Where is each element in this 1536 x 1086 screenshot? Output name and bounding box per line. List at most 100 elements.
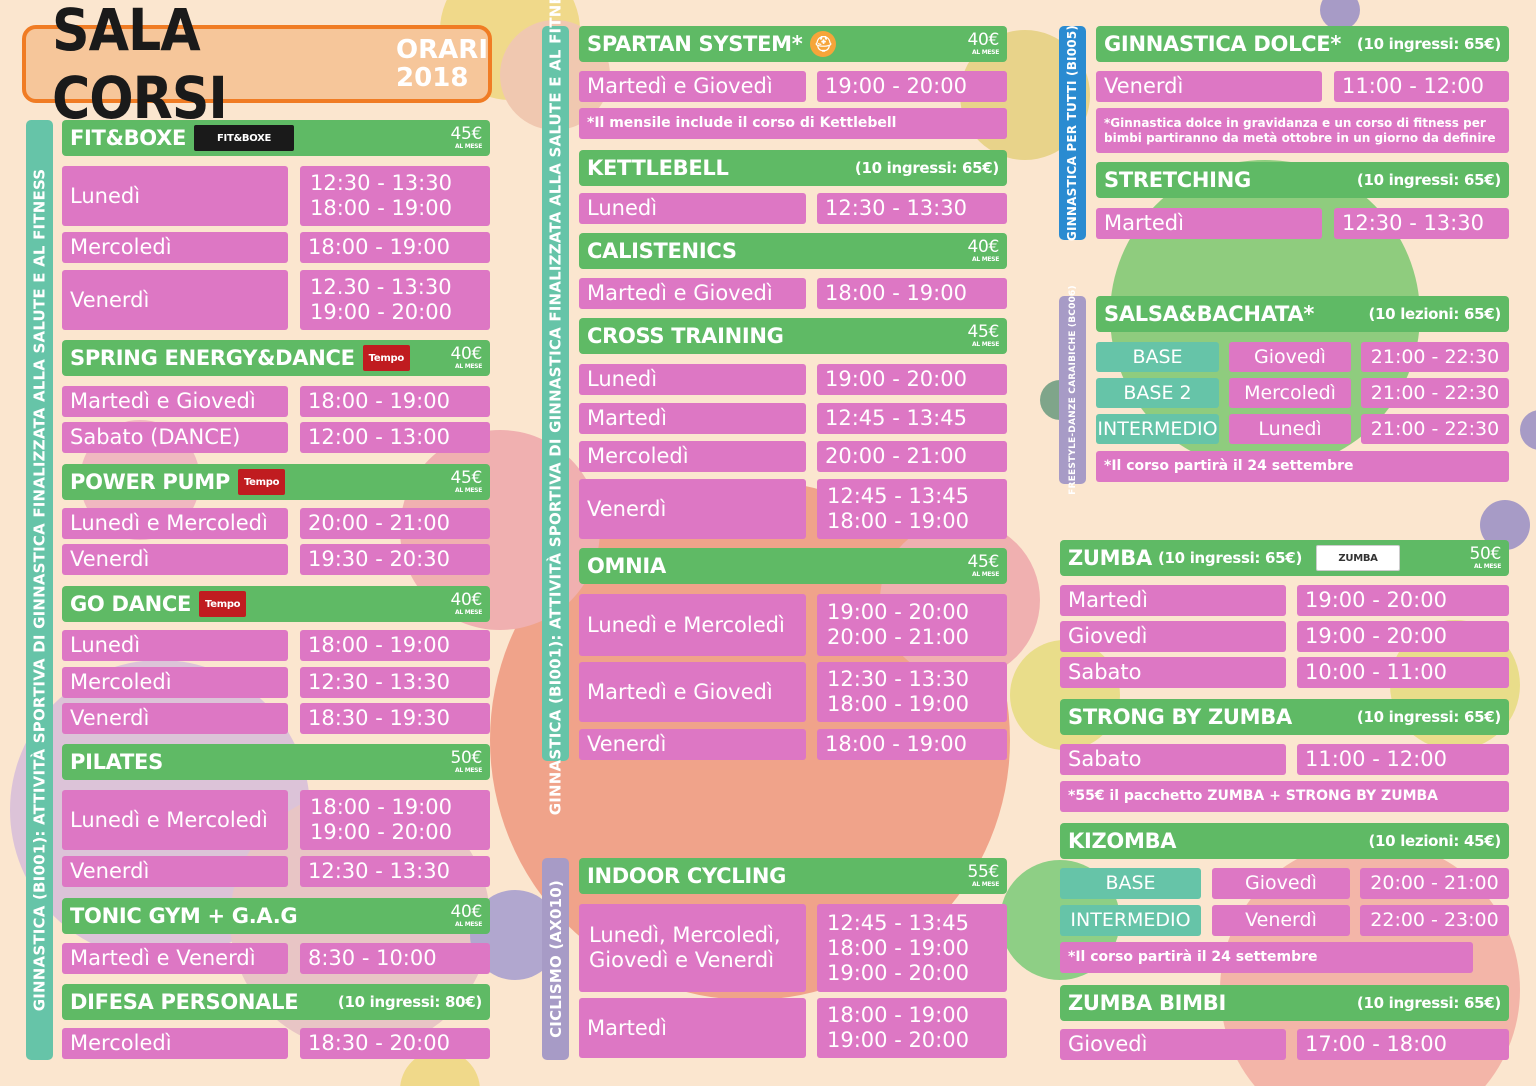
- level-cell: BASE: [1096, 342, 1219, 372]
- time-cell: 11:00 - 12:00: [1297, 744, 1509, 775]
- day-cell: Mercoledì: [62, 232, 288, 263]
- price-note: (10 ingressi: 80€): [337, 993, 482, 1011]
- course-name: STRETCHING: [1104, 168, 1251, 192]
- day-cell: Venerdì: [1096, 71, 1322, 102]
- day-cell: Venerdì: [62, 544, 288, 575]
- day-cell: Martedì: [1096, 208, 1322, 239]
- day-cell: Giovedì: [1229, 342, 1351, 372]
- fitboxe-logo: FIT&BOXE: [194, 125, 295, 151]
- side-label-col1: GINNASTICA (BI001): ATTIVITÀ SPORTIVA DI…: [26, 120, 53, 1060]
- day-cell: Lunedì, Mercoledì, Giovedì e Venerdì: [579, 904, 806, 992]
- day-cell: Lunedì: [579, 193, 806, 224]
- day-cell: Lunedì e Mercoledì: [62, 790, 288, 850]
- time-cell: 10:00 - 11:00: [1297, 657, 1509, 688]
- course-header-spring: SPRING ENERGY&DANCE Tempo 40€ AL MESE: [62, 340, 490, 376]
- time-cell: 17:00 - 18:00: [1297, 1029, 1509, 1060]
- course-header-stretching: STRETCHING (10 ingressi: 65€): [1096, 162, 1509, 198]
- course-name: POWER PUMP: [70, 470, 230, 494]
- time-cell: 22:00 - 23:00: [1360, 905, 1509, 936]
- course-name: KIZOMBA: [1068, 829, 1177, 853]
- title-year: 2018: [396, 63, 469, 93]
- time-cell: 21:00 - 22:30: [1361, 342, 1509, 372]
- time-cell: 18:00 - 19:00: [817, 729, 1007, 760]
- price-note: (10 ingressi: 65€): [1157, 549, 1303, 567]
- price-tag: 40€ AL MESE: [450, 344, 482, 370]
- day-cell: Lunedì e Mercoledì: [579, 594, 806, 656]
- time-cell: 21:00 - 22:30: [1361, 414, 1509, 444]
- course-name: SPARTAN SYSTEM*: [587, 32, 803, 56]
- day-cell: Martedì e Giovedì: [579, 71, 806, 102]
- time-cell: 18:30 - 19:30: [300, 703, 490, 734]
- day-cell: Mercoledì: [579, 441, 806, 472]
- day-cell: Venerdì: [62, 703, 288, 734]
- course-header-spartan: SPARTAN SYSTEM* ⛑ 40€ AL MESE: [579, 26, 1007, 62]
- price-note: (10 ingressi: 65€): [1356, 994, 1501, 1012]
- day-cell: Giovedì: [1060, 1029, 1286, 1060]
- tempo-logo: Tempo: [237, 469, 286, 495]
- course-name: CALISTENICS: [587, 239, 737, 263]
- day-cell: Martedì: [579, 403, 806, 434]
- bg-circle: [1520, 410, 1536, 450]
- course-header-strong-by-zumba: STRONG BY ZUMBA (10 ingressi: 65€): [1060, 699, 1509, 735]
- price-tag: 45€ AL MESE: [450, 468, 482, 494]
- time-cell: 12:45 - 13:45: [817, 403, 1007, 434]
- course-header-difesa-personale: DIFESA PERSONALE (10 ingressi: 80€): [62, 984, 490, 1020]
- course-name: INDOOR CYCLING: [587, 864, 787, 888]
- course-header-ginnastica-dolce: GINNASTICA DOLCE* (10 ingressi: 65€): [1096, 26, 1509, 62]
- spartan-helmet-icon: ⛑: [810, 31, 837, 57]
- course-name: DIFESA PERSONALE: [70, 990, 299, 1014]
- course-header-salsa-bachata: SALSA&BACHATA* (10 lezioni: 65€): [1096, 296, 1509, 332]
- time-cell: 18:00 - 19:00: [300, 232, 490, 263]
- side-label-freestyle: FREESTYLE-DANZE CARAIBICHE (BC006): [1059, 285, 1086, 495]
- footnote: *Il corso partirà il 24 settembre: [1060, 942, 1473, 973]
- title-year-block: ORARI 2018: [396, 36, 488, 92]
- time-cell: 18:00 - 19:00: [817, 278, 1007, 309]
- course-name: PILATES: [70, 750, 163, 774]
- price-tag: 45€ AL MESE: [450, 124, 482, 150]
- level-cell: BASE 2: [1096, 378, 1219, 408]
- time-cell: 12:30 - 13:30: [300, 856, 490, 887]
- course-name: GINNASTICA DOLCE*: [1104, 32, 1341, 56]
- time-cell: 21:00 - 22:30: [1361, 378, 1509, 408]
- time-cell: 19:00 - 20:00: [817, 71, 1007, 102]
- course-header-calistenics: CALISTENICS 40€ AL MESE: [579, 233, 1007, 269]
- price-tag: 40€ AL MESE: [450, 590, 482, 616]
- time-cell: 18:00 - 19:00 19:00 - 20:00: [817, 998, 1007, 1058]
- day-cell: Mercoledì: [1229, 378, 1351, 408]
- course-name: SPRING ENERGY&DANCE: [70, 346, 355, 370]
- page-title: SALA CORSI: [52, 0, 228, 132]
- side-label-ginnastica: GINNASTICA PER TUTTI (BI005): [1059, 25, 1086, 241]
- course-name: SALSA&BACHATA*: [1104, 302, 1315, 326]
- course-header-kettlebell: KETTLEBELL (10 ingressi: 65€): [579, 150, 1007, 186]
- day-cell: Martedì: [579, 998, 806, 1058]
- footnote: *Ginnastica dolce in gravidanza e un cor…: [1096, 108, 1509, 153]
- time-cell: 20:00 - 21:00: [1360, 868, 1509, 899]
- course-header-power-pump: POWER PUMP Tempo 45€ AL MESE: [62, 464, 490, 500]
- time-cell: 12.30 - 13:30 19:00 - 20:00: [300, 270, 490, 330]
- tempo-logo: Tempo: [362, 345, 410, 371]
- time-cell: 8:30 - 10:00: [300, 943, 490, 974]
- price-note: (10 lezioni: 65€): [1368, 305, 1501, 323]
- course-name: ZUMBA BIMBI: [1068, 991, 1226, 1015]
- price-note: (10 ingressi: 65€): [854, 159, 999, 177]
- day-cell: Lunedì: [62, 630, 288, 661]
- day-cell: Venerdì: [579, 479, 806, 539]
- day-cell: Giovedì: [1212, 868, 1350, 899]
- time-cell: 18:00 - 19:00 19:00 - 20:00: [300, 790, 490, 850]
- price-note: (10 lezioni: 45€): [1368, 832, 1501, 850]
- day-cell: Sabato: [1060, 744, 1286, 775]
- price-note: (10 ingressi: 65€): [1356, 708, 1501, 726]
- time-cell: 11:00 - 12:00: [1334, 71, 1509, 102]
- course-name: GO DANCE: [70, 592, 192, 616]
- time-cell: 19:00 - 20:00: [817, 364, 1007, 395]
- time-cell: 19:00 - 20:00 20:00 - 21:00: [817, 594, 1007, 656]
- course-name: OMNIA: [587, 554, 666, 578]
- day-cell: Martedì e Giovedì: [62, 386, 288, 417]
- day-cell: Martedì: [1060, 585, 1286, 616]
- side-label-cycling: CICLISMO (AX010): [542, 858, 569, 1060]
- title-orari: ORARI: [396, 35, 488, 65]
- price-tag: 50€ AL MESE: [450, 748, 482, 774]
- footnote: *Il corso partirà il 24 settembre: [1096, 451, 1509, 482]
- time-cell: 19:00 - 20:00: [1297, 585, 1509, 616]
- time-cell: 12:30 - 13:30 18:00 - 19:00: [817, 662, 1007, 722]
